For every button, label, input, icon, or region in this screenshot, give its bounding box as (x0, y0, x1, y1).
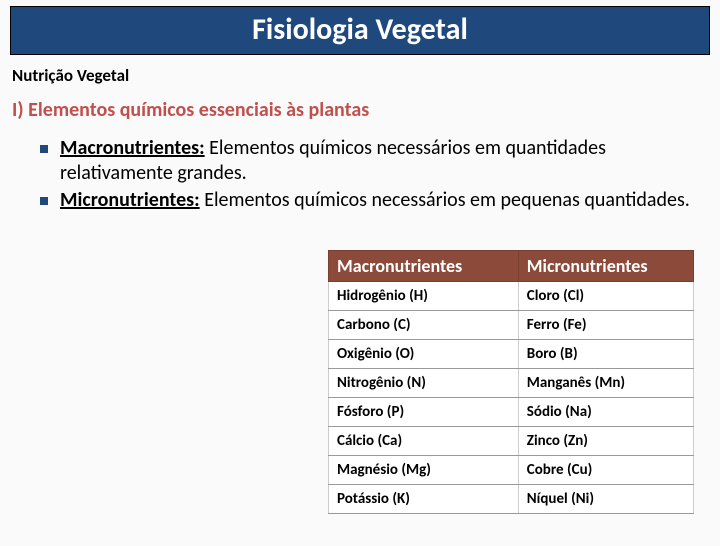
section-heading: I) Elementos químicos essenciais às plan… (12, 98, 720, 122)
table-header-row: Macronutrientes Micronutrientes (329, 251, 694, 282)
table-cell: Sódio (Na) (518, 398, 693, 427)
bullet-text: Macronutrientes: Elementos químicos nece… (60, 136, 700, 186)
table-cell: Cálcio (Ca) (329, 427, 519, 456)
table-row: Cálcio (Ca)Zinco (Zn) (329, 427, 694, 456)
table-cell: Oxigênio (O) (329, 340, 519, 369)
table-cell: Cobre (Cu) (518, 456, 693, 485)
title-bar: Fisiologia Vegetal (10, 6, 710, 55)
table-cell: Fósforo (P) (329, 398, 519, 427)
table-row: Magnésio (Mg)Cobre (Cu) (329, 456, 694, 485)
bullet-text: Micronutrientes: Elementos químicos nece… (60, 188, 690, 213)
table-row: Hidrogênio (H)Cloro (Cl) (329, 282, 694, 311)
table-cell: Níquel (Ni) (518, 485, 693, 514)
table-header: Macronutrientes (329, 251, 519, 282)
bullet-list: Macronutrientes: Elementos químicos nece… (40, 136, 700, 213)
table-cell: Magnésio (Mg) (329, 456, 519, 485)
nutrients-table-wrap: Macronutrientes Micronutrientes Hidrogên… (328, 250, 694, 514)
table-cell: Hidrogênio (H) (329, 282, 519, 311)
table-cell: Nitrogênio (N) (329, 369, 519, 398)
bullet-body: Elementos químicos necessários em pequen… (200, 188, 690, 212)
table-cell: Manganês (Mn) (518, 369, 693, 398)
table-row: Carbono (C)Ferro (Fe) (329, 311, 694, 340)
table-cell: Boro (B) (518, 340, 693, 369)
table-row: Nitrogênio (N)Manganês (Mn) (329, 369, 694, 398)
bullet-item: Macronutrientes: Elementos químicos nece… (40, 136, 700, 186)
table-body: Hidrogênio (H)Cloro (Cl) Carbono (C)Ferr… (329, 282, 694, 514)
bullet-term: Macronutrientes: (60, 136, 205, 160)
table-cell: Ferro (Fe) (518, 311, 693, 340)
page-title: Fisiologia Vegetal (252, 11, 468, 48)
bullet-term: Micronutrientes: (60, 188, 200, 212)
table-row: Oxigênio (O)Boro (B) (329, 340, 694, 369)
table-row: Potássio (K)Níquel (Ni) (329, 485, 694, 514)
bullet-item: Micronutrientes: Elementos químicos nece… (40, 188, 700, 213)
table-cell: Zinco (Zn) (518, 427, 693, 456)
table-header: Micronutrientes (518, 251, 693, 282)
nutrients-table: Macronutrientes Micronutrientes Hidrogên… (328, 250, 694, 514)
table-cell: Cloro (Cl) (518, 282, 693, 311)
subtitle: Nutrição Vegetal (12, 65, 720, 86)
table-cell: Carbono (C) (329, 311, 519, 340)
bullet-square-icon (40, 197, 48, 205)
bullet-square-icon (40, 145, 48, 153)
table-cell: Potássio (K) (329, 485, 519, 514)
table-row: Fósforo (P)Sódio (Na) (329, 398, 694, 427)
